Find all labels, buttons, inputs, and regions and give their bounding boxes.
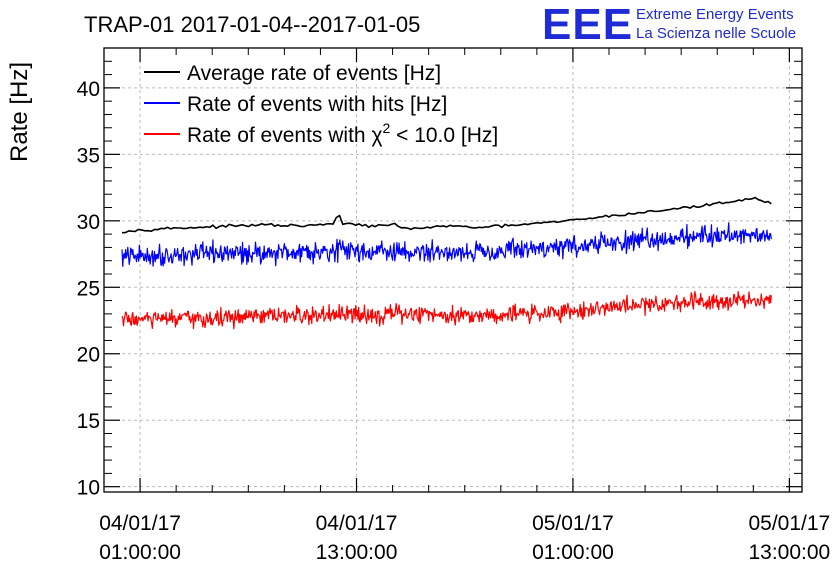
grid-lines — [104, 48, 802, 492]
x-tick-date: 04/01/17 — [99, 512, 181, 535]
x-tick-time: 01:00:00 — [99, 541, 181, 564]
eee-logo-line2: La Scienza nelle Scuole — [636, 25, 796, 42]
legend: Average rate of events [Hz] Rate of even… — [144, 62, 498, 147]
eee-logo-letters: EEE — [542, 0, 633, 49]
series-lines — [121, 196, 772, 330]
x-tick-time: 13:00:00 — [748, 541, 830, 564]
x-tick-time: 01:00:00 — [532, 541, 614, 564]
legend-chi2-suffix: < 10.0 [Hz] — [390, 124, 498, 147]
eee-logo: EEE Extreme Energy Events La Scienza nel… — [542, 0, 796, 49]
legend-chi2-prefix: Rate of events with — [187, 124, 371, 147]
x-tick-labels: 04/01/17 01:00:00 04/01/17 13:00:00 05/01/17… — [99, 512, 830, 564]
axis-ticks — [103, 47, 802, 492]
plot-frame — [103, 47, 803, 493]
x-tick-time: 13:00:00 — [316, 541, 398, 564]
y-tick-label: 20 — [77, 344, 100, 367]
legend-label-chi2: Rate of events with χ2 < 10.0 [Hz] — [187, 120, 498, 147]
x-tick-date: 04/01/17 — [316, 512, 398, 535]
legend-label-average: Average rate of events [Hz] — [187, 62, 441, 85]
y-tick-label: 10 — [77, 477, 100, 500]
series-rate-with-hits — [121, 222, 772, 267]
eee-logo-line1: Extreme Energy Events — [636, 6, 794, 23]
x-tick-date: 05/01/17 — [532, 512, 614, 535]
legend-label-hits: Rate of events with hits [Hz] — [187, 93, 447, 116]
legend-chi2-symbol: χ — [371, 124, 382, 147]
y-tick-label: 35 — [77, 144, 100, 167]
legend-chi2-superscript: 2 — [382, 120, 390, 136]
chart-title: TRAP-01 2017-01-04--2017-01-05 — [84, 12, 420, 37]
y-tick-label: 25 — [77, 277, 100, 300]
x-tick-date: 05/01/17 — [748, 512, 830, 535]
y-axis-label: Rate [Hz] — [6, 62, 33, 162]
y-tick-label: 30 — [77, 211, 100, 234]
series-rate-chi2 — [121, 290, 772, 330]
series-average-rate — [122, 196, 772, 234]
y-tick-label: 15 — [77, 410, 100, 433]
y-tick-labels: 10 15 20 25 30 35 40 — [77, 78, 100, 500]
y-tick-label: 40 — [77, 78, 100, 101]
